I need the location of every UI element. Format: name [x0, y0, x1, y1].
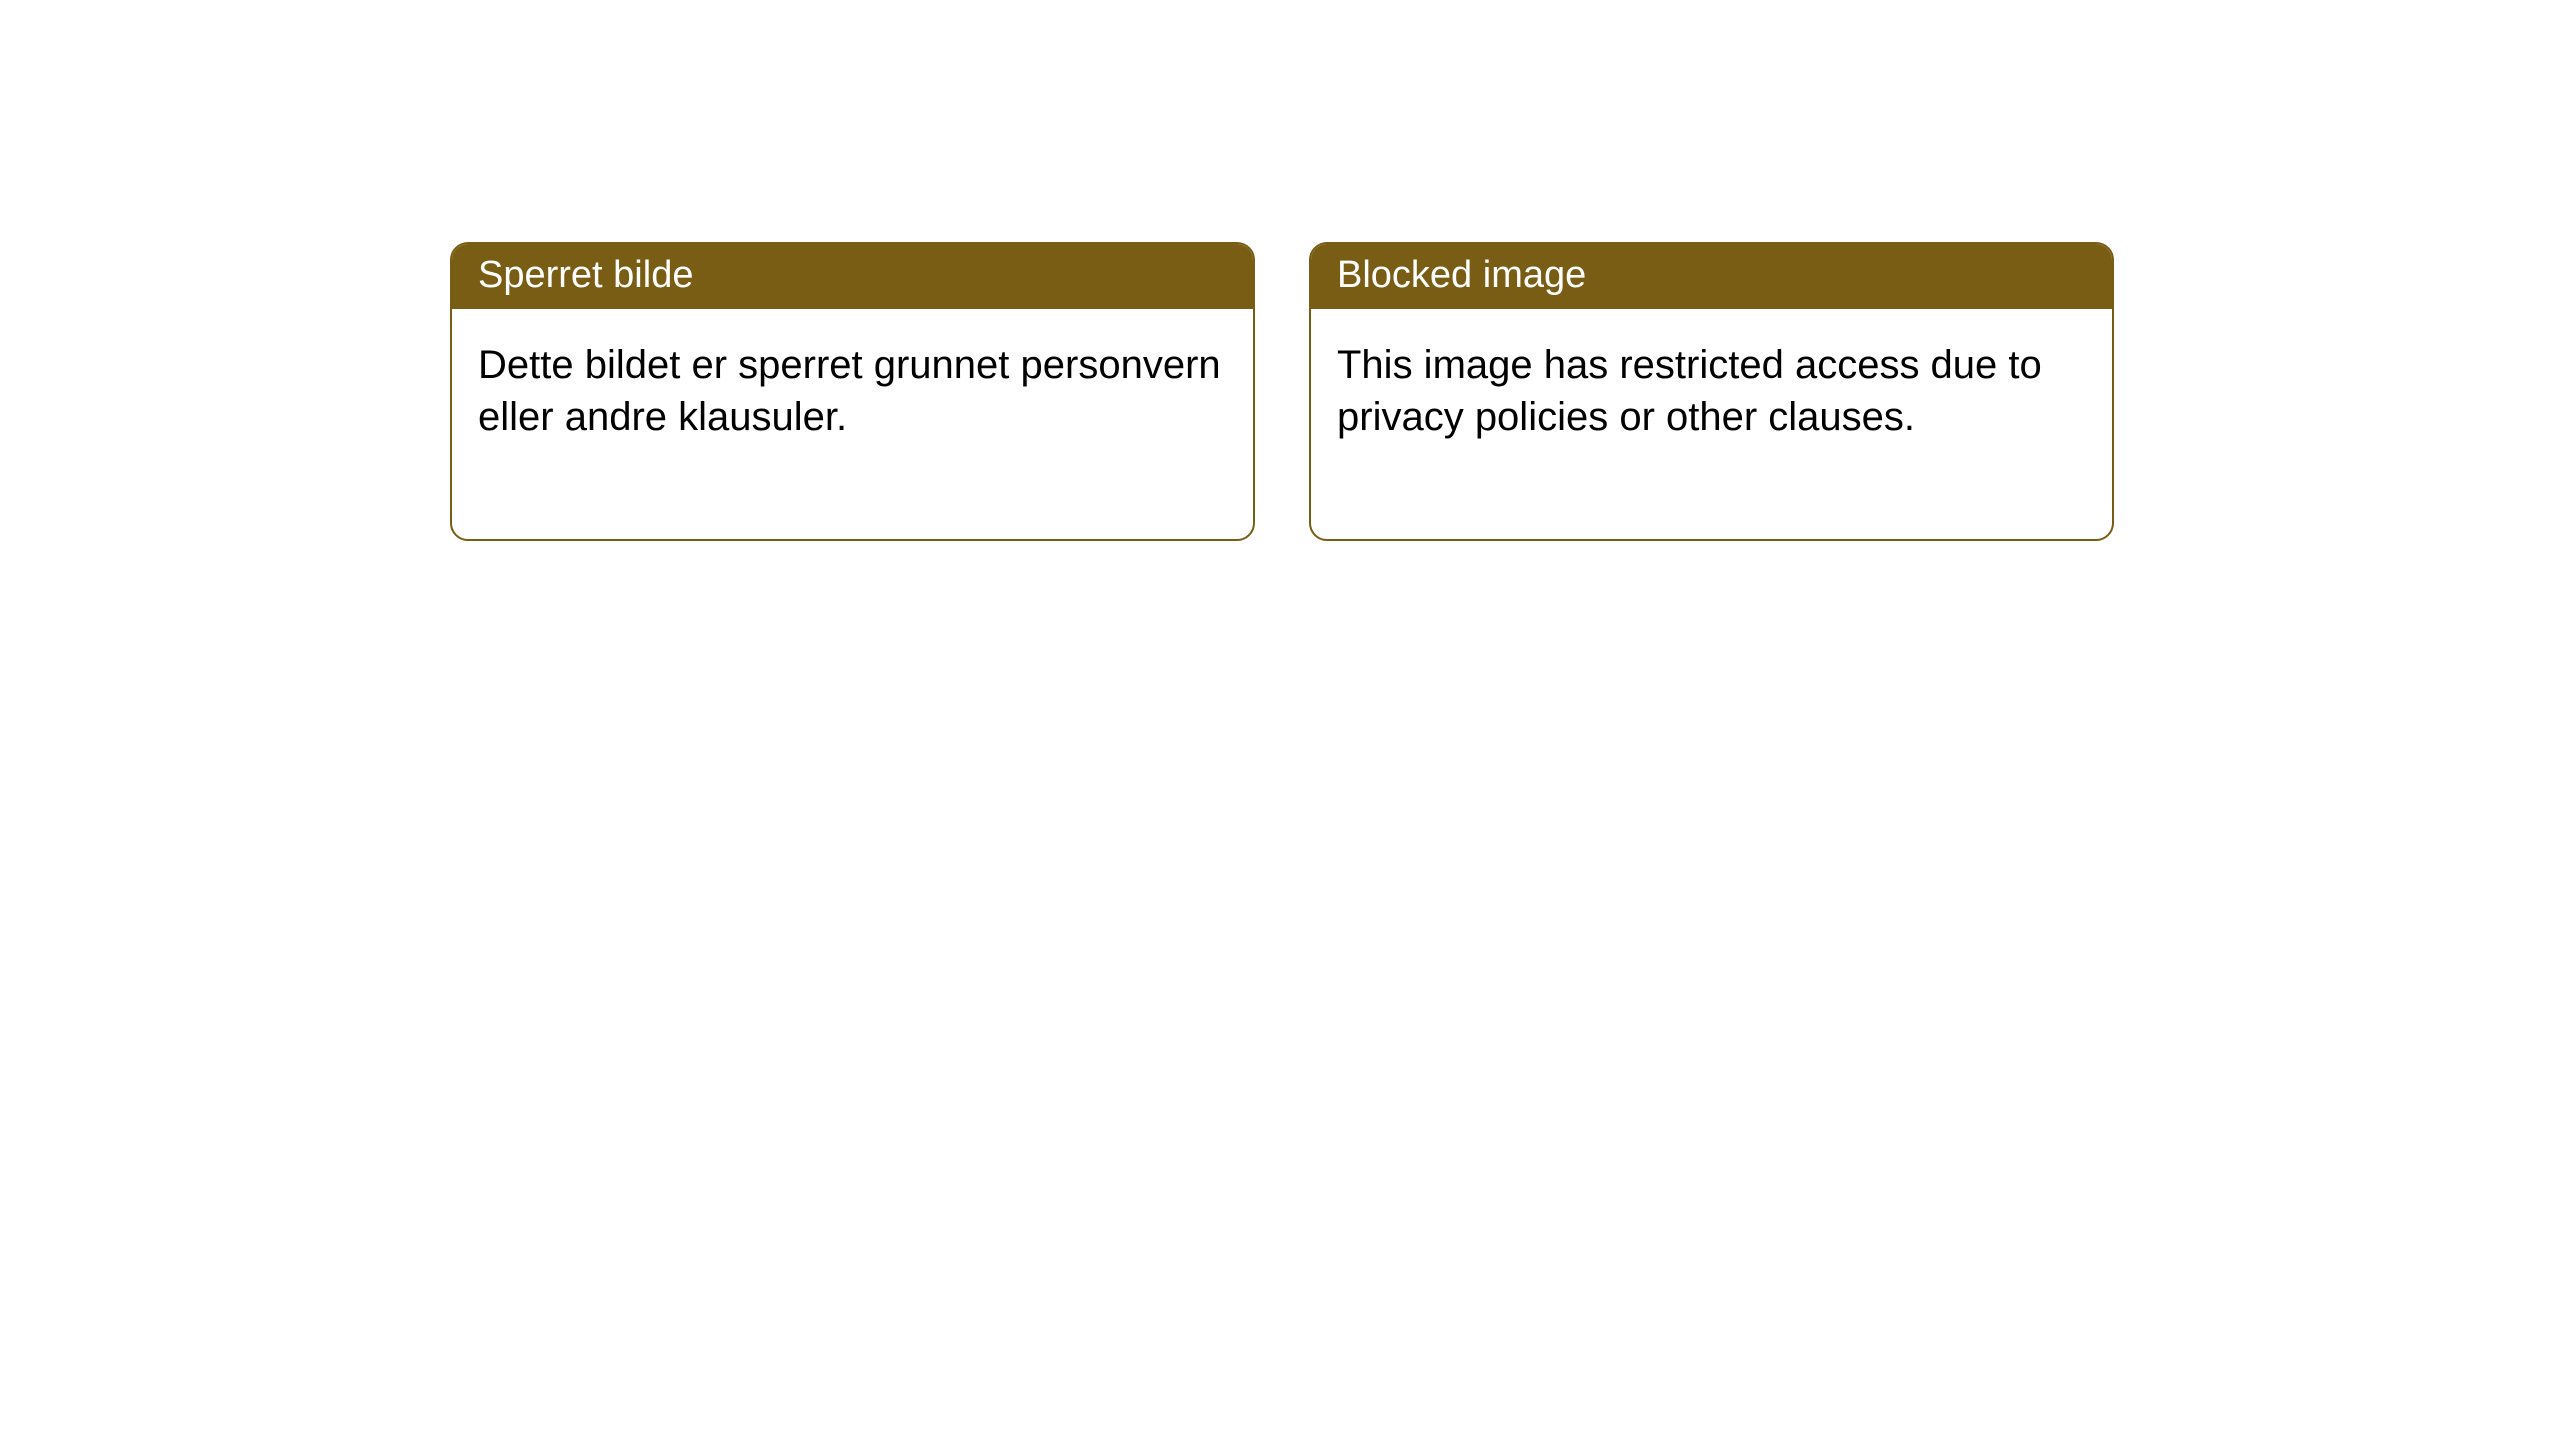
notice-body-text: Dette bildet er sperret grunnet personve…	[478, 343, 1221, 439]
notice-header: Blocked image	[1311, 244, 2112, 309]
notice-body: Dette bildet er sperret grunnet personve…	[452, 309, 1253, 539]
notice-container: Sperret bilde Dette bildet er sperret gr…	[450, 242, 2114, 541]
notice-body: This image has restricted access due to …	[1311, 309, 2112, 539]
notice-title: Blocked image	[1337, 254, 1586, 296]
notice-header: Sperret bilde	[452, 244, 1253, 309]
notice-card-norwegian: Sperret bilde Dette bildet er sperret gr…	[450, 242, 1255, 541]
notice-body-text: This image has restricted access due to …	[1337, 343, 2042, 439]
notice-card-english: Blocked image This image has restricted …	[1309, 242, 2114, 541]
notice-title: Sperret bilde	[478, 254, 693, 296]
